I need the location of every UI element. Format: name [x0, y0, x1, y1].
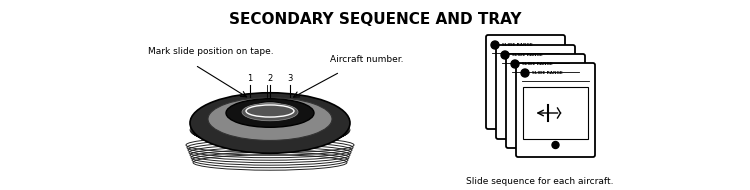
Text: Slide sequence for each aircraft.: Slide sequence for each aircraft.: [466, 177, 614, 186]
Text: SLIDE RANGE: SLIDE RANGE: [532, 71, 562, 75]
Text: SLIDE RANGE: SLIDE RANGE: [502, 43, 532, 47]
Circle shape: [521, 69, 529, 77]
Text: 3: 3: [287, 74, 292, 83]
FancyBboxPatch shape: [506, 54, 585, 148]
Ellipse shape: [255, 101, 285, 112]
Text: 2: 2: [267, 74, 273, 83]
Text: SLIDE RANGE: SLIDE RANGE: [522, 62, 553, 66]
Text: SLIDE RANGE: SLIDE RANGE: [512, 53, 543, 57]
Text: Aircraft number.: Aircraft number.: [330, 55, 404, 64]
Text: Mark slide position on tape.: Mark slide position on tape.: [148, 47, 274, 56]
Ellipse shape: [226, 99, 314, 127]
Ellipse shape: [242, 103, 298, 121]
Circle shape: [501, 51, 509, 59]
Ellipse shape: [208, 97, 332, 140]
Circle shape: [552, 142, 559, 149]
Text: 1: 1: [248, 74, 253, 83]
Ellipse shape: [190, 93, 350, 153]
Bar: [523, 87, 588, 139]
Circle shape: [491, 41, 499, 49]
Text: SECONDARY SEQUENCE AND TRAY: SECONDARY SEQUENCE AND TRAY: [229, 12, 521, 27]
FancyBboxPatch shape: [496, 45, 575, 139]
FancyBboxPatch shape: [516, 63, 595, 157]
Circle shape: [511, 60, 519, 68]
FancyBboxPatch shape: [486, 35, 565, 129]
